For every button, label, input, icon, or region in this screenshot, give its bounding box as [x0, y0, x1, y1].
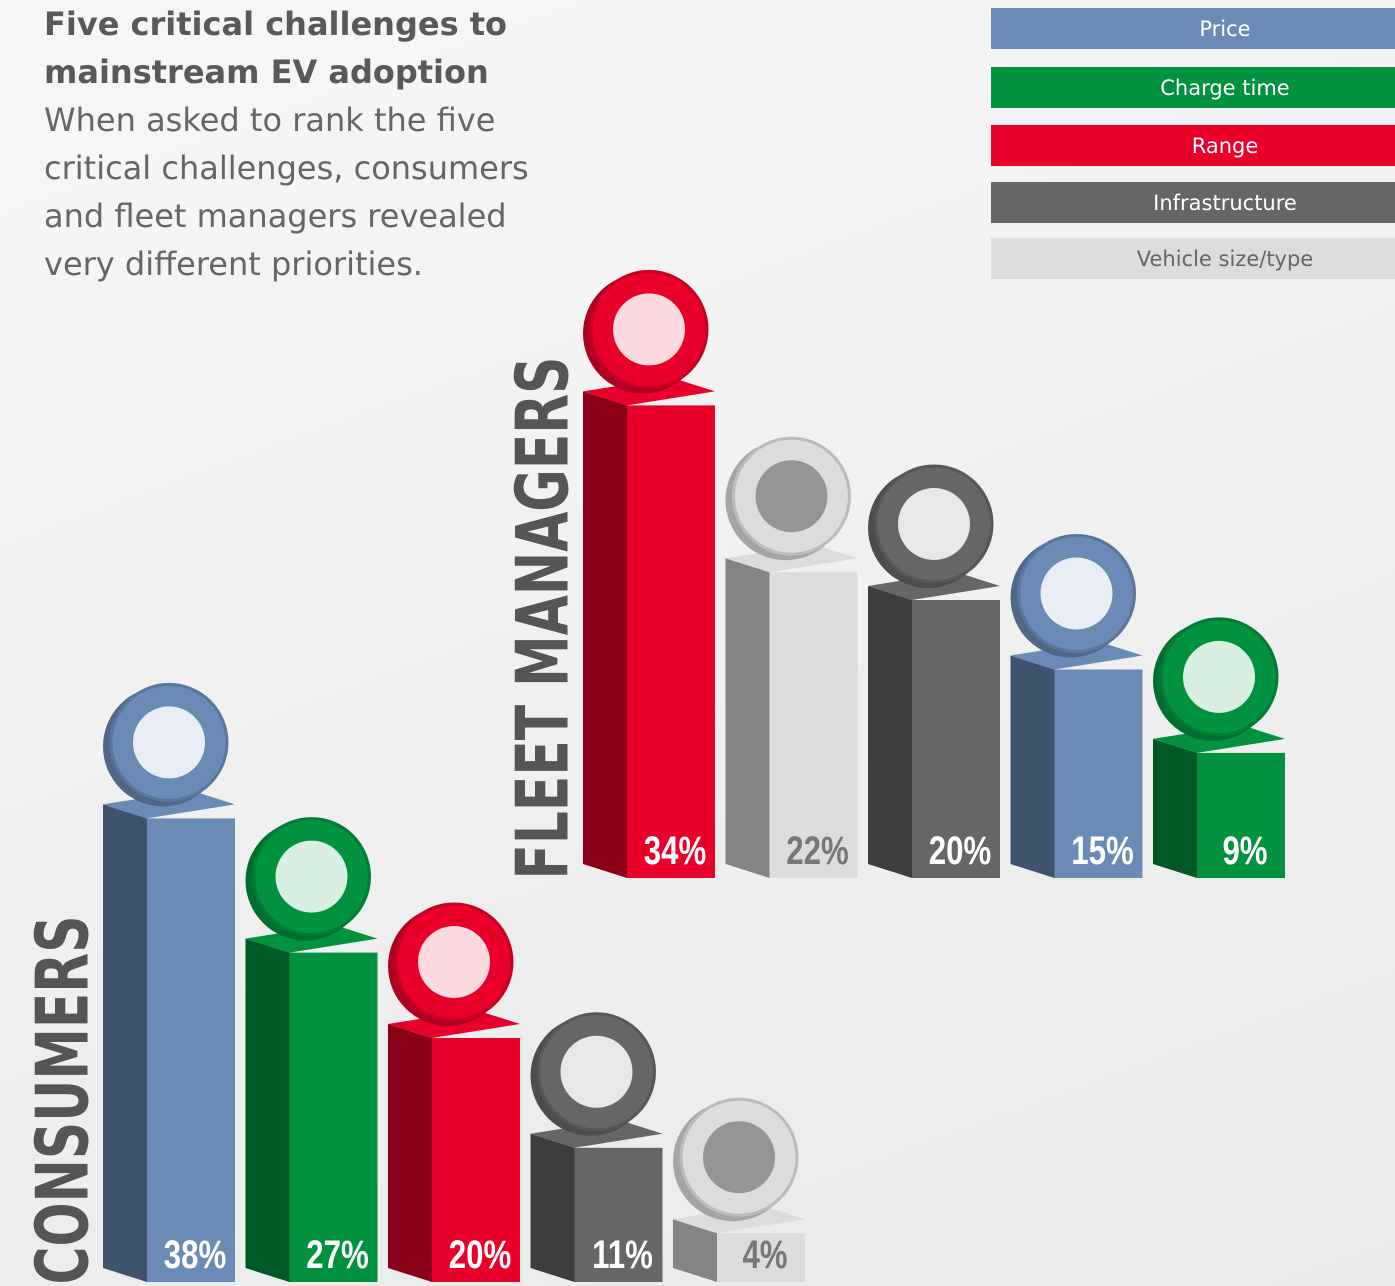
icon-inner	[898, 488, 970, 560]
icon-inner	[418, 926, 490, 998]
value-label: 20%	[929, 828, 991, 873]
legend-swatch	[991, 8, 1395, 49]
icon-inner	[133, 706, 205, 778]
icon-inner	[1041, 558, 1113, 630]
bar-side	[726, 558, 770, 878]
bar-side	[1153, 739, 1197, 878]
bar-side	[388, 1024, 432, 1282]
value-label: 15%	[1071, 828, 1133, 873]
legend-label: Vehicle size/type	[1137, 247, 1313, 271]
chart: Price Charge time Range Infrastructure Vehic…	[0, 0, 1395, 1286]
value-label: 22%	[786, 828, 848, 873]
icon-inner	[613, 293, 685, 365]
value-label: 4%	[742, 1232, 787, 1277]
value-label: 27%	[306, 1232, 368, 1277]
bar-side	[1011, 656, 1055, 879]
value-label: 11%	[592, 1232, 653, 1277]
value-label: 38%	[164, 1232, 226, 1277]
bar-side	[531, 1134, 575, 1282]
chart-label: CONSUMERS	[21, 915, 105, 1284]
icon-inner	[703, 1121, 775, 1193]
bar-side	[246, 939, 290, 1282]
legend-label: Price	[1199, 17, 1250, 41]
legend-label: Range	[1192, 134, 1259, 158]
bar-side	[103, 804, 147, 1282]
page: Five critical challenges to mainstream E…	[0, 0, 1395, 1286]
icon-inner	[276, 841, 348, 913]
icon-inner	[561, 1036, 633, 1108]
bar-group: 34% 22% 20% 15% 9%	[583, 271, 1285, 878]
bar-side	[583, 391, 627, 878]
legend-label: Charge time	[1160, 76, 1289, 100]
chart-label: FLEET MANAGERS	[501, 357, 585, 880]
icon-inner	[1183, 641, 1255, 713]
legend-label: Infrastructure	[1153, 191, 1297, 215]
value-label: 9%	[1222, 828, 1267, 873]
bar-side	[868, 586, 912, 878]
value-label: 34%	[644, 828, 706, 873]
bar	[627, 405, 715, 878]
icon-inner	[756, 460, 828, 532]
bar	[147, 818, 235, 1282]
value-label: 20%	[449, 1232, 511, 1277]
